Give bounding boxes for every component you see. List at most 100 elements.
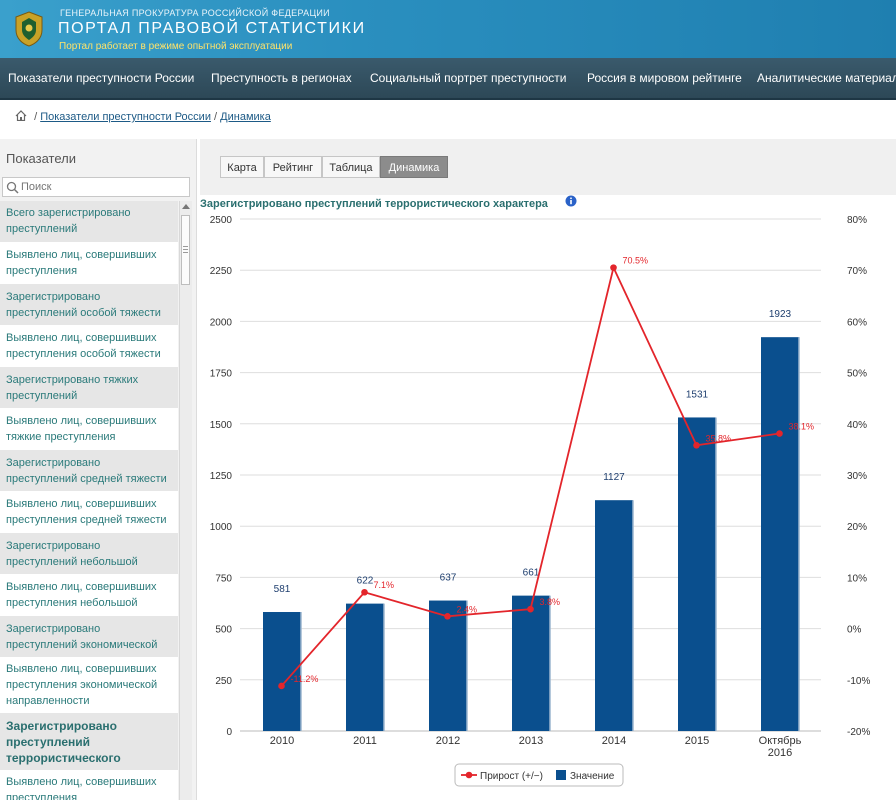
breadcrumb: / Показатели преступности России / Динам… bbox=[15, 110, 271, 123]
sidebar-item-persons-medium[interactable]: Выявлено лиц, совершивших преступления с… bbox=[0, 491, 178, 533]
sidebar-item-persons-economic[interactable]: Выявлено лиц, совершивших преступления э… bbox=[0, 657, 178, 713]
breadcrumb-separator: / bbox=[214, 111, 218, 123]
header-subtitle: Портал работает в режиме опытной эксплуа… bbox=[59, 41, 293, 52]
bar bbox=[512, 595, 550, 731]
y-axis-tick-label-left: 1500 bbox=[210, 420, 233, 431]
nav-item-social-portrait[interactable]: Социальный портрет преступности bbox=[370, 71, 567, 85]
y-axis-tick-label-left: 1000 bbox=[210, 522, 233, 533]
y-axis-tick-label-right: 50% bbox=[847, 369, 867, 380]
sidebar-item-total-registered[interactable]: Всего зарегистрировано преступлений bbox=[0, 201, 178, 242]
tab-table[interactable]: Таблица bbox=[322, 156, 380, 178]
sidebar-item-economic[interactable]: Зарегистрировано преступлений экономичес… bbox=[0, 616, 178, 667]
tab-dynamics[interactable]: Динамика bbox=[380, 156, 448, 178]
search-input[interactable] bbox=[21, 178, 181, 196]
nav-item-analytics[interactable]: Аналитические материалы bbox=[757, 71, 896, 85]
bar bbox=[678, 417, 716, 731]
y-axis-tick-label-left: 250 bbox=[215, 676, 232, 687]
legend-label-value: Значение bbox=[570, 771, 615, 782]
y-axis-tick-label-right: 60% bbox=[847, 317, 867, 328]
growth-value-label: -11.2% bbox=[291, 674, 319, 684]
growth-value-label: 3.8% bbox=[540, 597, 561, 607]
sidebar-item-medium[interactable]: Зарегистрировано преступлений средней тя… bbox=[0, 450, 178, 491]
scroll-grip bbox=[183, 252, 188, 253]
search-box bbox=[2, 177, 190, 197]
bar-value-label: 581 bbox=[274, 584, 291, 595]
growth-value-label: 70.5% bbox=[623, 256, 649, 266]
nav-item-regions[interactable]: Преступность в регионах bbox=[211, 71, 352, 85]
y-axis-tick-label-left: 2000 bbox=[210, 317, 233, 328]
y-axis-tick-label-left: 0 bbox=[226, 727, 232, 738]
y-axis-tick-label-left: 750 bbox=[215, 573, 232, 584]
growth-value-label: 2.4% bbox=[457, 604, 478, 614]
tab-rating[interactable]: Рейтинг bbox=[264, 156, 322, 178]
sidebar-item-grave[interactable]: Зарегистрировано тяжких преступлений bbox=[0, 367, 178, 408]
x-axis-tick-label: 2010 bbox=[270, 735, 294, 747]
header-organization: ГЕНЕРАЛЬНАЯ ПРОКУРАТУРА РОССИЙСКОЙ ФЕДЕР… bbox=[60, 8, 330, 18]
sidebar-item-persons-minor[interactable]: Выявлено лиц, совершивших преступления н… bbox=[0, 574, 178, 625]
indicator-list: Всего зарегистрировано преступлений Выяв… bbox=[0, 201, 178, 800]
info-icon[interactable] bbox=[565, 195, 577, 207]
sidebar-item-especially-grave[interactable]: Зарегистрировано преступлений особой тяж… bbox=[0, 284, 178, 325]
bar bbox=[346, 603, 384, 731]
y-axis-tick-label-left: 500 bbox=[215, 625, 232, 636]
bar-value-label: 661 bbox=[523, 568, 540, 579]
scroll-thumb[interactable] bbox=[181, 215, 190, 285]
header-title[interactable]: ПОРТАЛ ПРАВОВОЙ СТАТИСТИКИ bbox=[58, 20, 366, 37]
y-axis-tick-label-left: 2500 bbox=[210, 215, 233, 226]
y-axis-tick-label-right: -10% bbox=[847, 676, 870, 687]
scroll-up-arrow-icon[interactable] bbox=[182, 204, 190, 209]
sidebar-item-persons-identified[interactable]: Выявлено лиц, совершивших преступления bbox=[0, 242, 178, 284]
chart-title: Зарегистрировано преступлений террористи… bbox=[200, 198, 548, 210]
nav-item-world-rating[interactable]: Россия в мировом рейтинге bbox=[587, 71, 742, 85]
x-axis-tick-label: 2013 bbox=[519, 735, 543, 747]
bar-value-label: 637 bbox=[440, 573, 457, 584]
sidebar: Показатели Всего зарегистрировано престу… bbox=[0, 139, 197, 800]
home-icon[interactable] bbox=[15, 110, 27, 121]
sidebar-scrollbar[interactable] bbox=[179, 201, 192, 800]
growth-point bbox=[444, 613, 451, 620]
y-axis-tick-label-right: 40% bbox=[847, 420, 867, 431]
sidebar-item-terrorist[interactable]: Зарегистрировано преступлений террористи… bbox=[0, 713, 178, 781]
sidebar-item-persons-grave[interactable]: Выявлено лиц, совершивших тяжкие преступ… bbox=[0, 408, 178, 450]
y-axis-tick-label-right: 0% bbox=[847, 625, 862, 636]
growth-value-label: 35.8% bbox=[706, 433, 732, 443]
search-icon bbox=[6, 181, 19, 194]
breadcrumb-separator: / bbox=[34, 111, 38, 123]
growth-value-label: 7.1% bbox=[374, 580, 395, 590]
breadcrumb-dynamics[interactable]: Динамика bbox=[220, 111, 271, 123]
breadcrumb-crime-indicators[interactable]: Показатели преступности России bbox=[40, 111, 211, 123]
bar-value-label: 1923 bbox=[769, 309, 792, 320]
sidebar-item-persons-terrorist[interactable]: Выявлено лиц, совершивших преступления т… bbox=[0, 770, 178, 800]
tab-map[interactable]: Карта bbox=[220, 156, 264, 178]
legend-bar-swatch bbox=[556, 770, 566, 780]
growth-point bbox=[693, 442, 700, 449]
bar-value-label: 1531 bbox=[686, 389, 709, 400]
y-axis-tick-label-right: -20% bbox=[847, 727, 870, 738]
bar bbox=[761, 337, 799, 731]
growth-value-label: 38.1% bbox=[789, 422, 815, 432]
y-axis-tick-label-right: 70% bbox=[847, 266, 867, 277]
y-axis-tick-label-right: 30% bbox=[847, 471, 867, 482]
bar bbox=[429, 600, 467, 731]
nav-item-crime-indicators[interactable]: Показатели преступности России bbox=[8, 71, 195, 85]
growth-point bbox=[776, 430, 783, 437]
x-axis-tick-label: 2015 bbox=[685, 735, 709, 747]
growth-point bbox=[361, 588, 368, 596]
sidebar-item-minor[interactable]: Зарегистрировано преступлений небольшой … bbox=[0, 533, 178, 584]
sidebar-item-persons-especially-grave[interactable]: Выявлено лиц, совершивших преступления о… bbox=[0, 325, 178, 367]
y-axis-tick-label-left: 2250 bbox=[210, 266, 233, 277]
emblem-icon[interactable] bbox=[12, 10, 46, 48]
growth-point bbox=[278, 682, 285, 690]
scroll-grip bbox=[183, 246, 188, 247]
chart-area: 0 250 500 750 1000 1250 1500 1750 2000 2250 2500 -2… bbox=[200, 195, 896, 800]
scroll-grip bbox=[183, 249, 188, 250]
x-axis-tick-label: 2011 bbox=[353, 735, 377, 747]
y-axis-tick-label-right: 20% bbox=[847, 522, 867, 533]
growth-point bbox=[527, 605, 534, 613]
y-axis-tick-label-left: 1250 bbox=[210, 471, 233, 482]
x-axis-tick-label: 2012 bbox=[436, 735, 460, 747]
main-nav: Показатели преступности России Преступно… bbox=[0, 58, 896, 100]
y-axis-tick-label-right: 10% bbox=[847, 573, 867, 584]
site-header: ГЕНЕРАЛЬНАЯ ПРОКУРАТУРА РОССИЙСКОЙ ФЕДЕР… bbox=[0, 0, 896, 58]
x-axis-tick-label: 2014 bbox=[602, 735, 626, 747]
